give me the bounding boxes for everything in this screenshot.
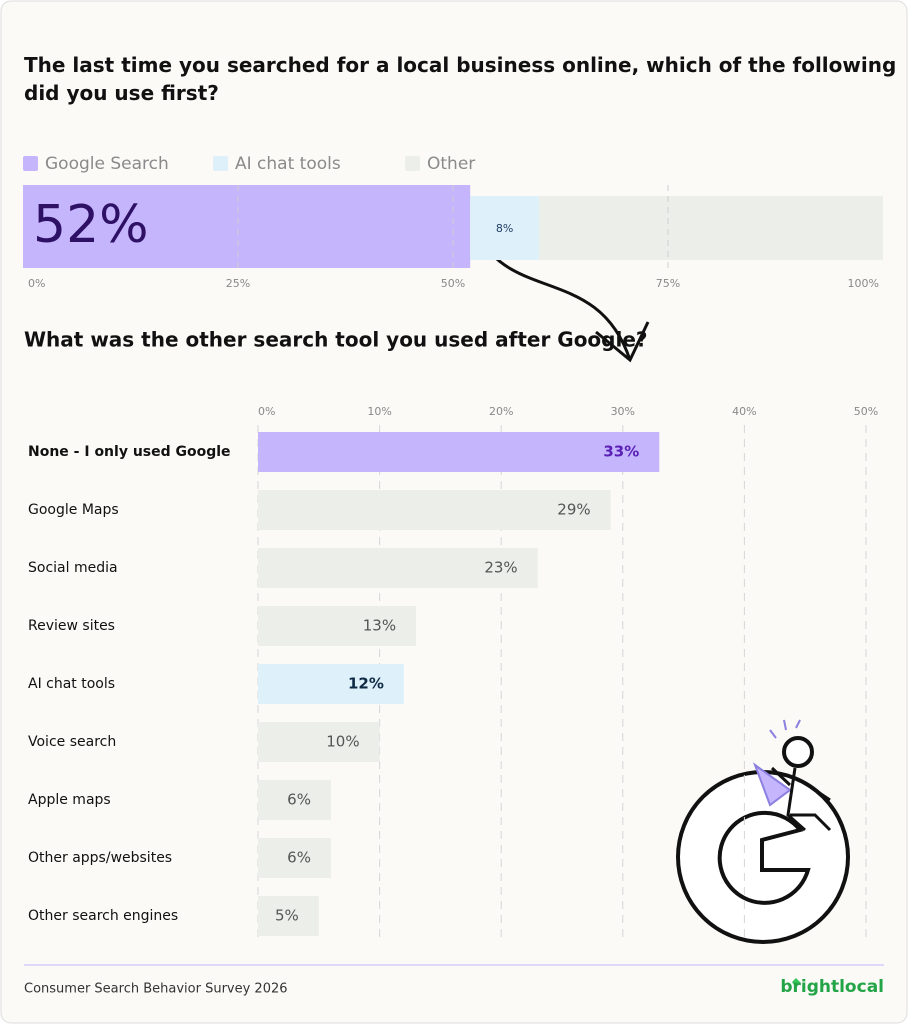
bar — [258, 548, 538, 588]
illustration — [676, 719, 850, 944]
x-tick-label: 75% — [656, 277, 680, 290]
legend-label: AI chat tools — [235, 154, 341, 174]
category-label: Social media — [28, 560, 118, 576]
x-tick-label: 30% — [611, 405, 635, 418]
x-tick-label: 50% — [854, 405, 878, 418]
x-tick-label: 40% — [732, 405, 756, 418]
bar-segment — [539, 196, 883, 260]
category-label: Review sites — [28, 618, 115, 634]
value-label: 29% — [557, 501, 590, 519]
x-tick-label: 0% — [258, 405, 275, 418]
chart-title: What was the other search tool you used … — [24, 328, 648, 352]
category-label: Other search engines — [28, 908, 178, 924]
footer-source: Consumer Search Behavior Survey 2026 — [24, 982, 288, 997]
brand-icon — [792, 978, 800, 988]
category-label: None - I only used Google — [28, 444, 231, 460]
bar — [258, 606, 417, 646]
footer-brand: brightlocal — [780, 977, 884, 997]
x-tick-label: 25% — [226, 277, 250, 290]
bar — [258, 722, 380, 762]
value-label: 5% — [275, 907, 299, 925]
bar-segment — [470, 196, 539, 260]
bar — [258, 780, 331, 820]
arrow — [480, 241, 632, 361]
value-label: 6% — [287, 849, 311, 867]
chart-title: The last time you searched for a local b… — [24, 53, 896, 105]
legend-swatch — [405, 156, 420, 171]
category-label: Google Maps — [28, 502, 119, 518]
legend-label: Other — [427, 154, 475, 174]
value-label: 6% — [287, 791, 311, 809]
legend-swatch — [213, 156, 228, 171]
value-label: 13% — [363, 617, 396, 635]
bar — [258, 838, 331, 878]
bar — [258, 490, 611, 530]
value-label: 52% — [33, 195, 149, 255]
x-tick-label: 20% — [489, 405, 513, 418]
category-label: Other apps/websites — [28, 850, 172, 866]
bar — [258, 432, 660, 472]
arrow-head — [595, 321, 650, 363]
value-label: 12% — [348, 675, 384, 693]
x-tick-label: 100% — [848, 277, 879, 290]
x-tick-label: 50% — [441, 277, 465, 290]
legend-label: Google Search — [45, 154, 169, 174]
x-tick-label: 0% — [28, 277, 45, 290]
bar-segment — [23, 185, 471, 268]
category-label: AI chat tools — [28, 676, 115, 692]
value-label: 33% — [603, 443, 639, 461]
value-label: 23% — [484, 559, 517, 577]
value-label: 10% — [326, 733, 359, 751]
value-label: 8% — [496, 222, 513, 235]
bar — [258, 664, 404, 704]
bar — [258, 896, 319, 936]
category-label: Apple maps — [28, 792, 111, 808]
category-label: Voice search — [28, 734, 116, 750]
x-tick-label: 10% — [367, 405, 391, 418]
legend-swatch — [23, 156, 38, 171]
